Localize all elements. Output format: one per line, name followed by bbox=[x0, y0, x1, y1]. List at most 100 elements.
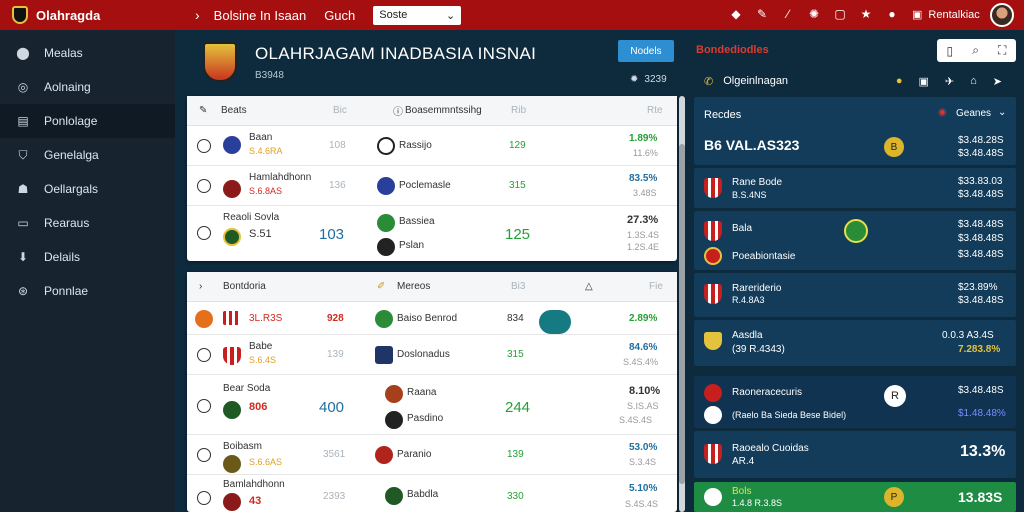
expand-icon[interactable]: ⛶ bbox=[998, 43, 1007, 57]
copy-icon[interactable]: ▯ bbox=[946, 43, 954, 58]
table-row[interactable]: Hamlahdhonn S.6.8AS 136 Poclemasle 315 8… bbox=[187, 166, 677, 206]
pin-icon[interactable]: ✈ bbox=[944, 75, 955, 88]
star-icon[interactable]: ★ bbox=[860, 7, 872, 21]
card-select[interactable]: Geanes bbox=[956, 108, 992, 119]
col-header[interactable]: Bic bbox=[333, 105, 347, 116]
ball-icon bbox=[704, 488, 722, 506]
mid-value: 3561 bbox=[323, 449, 346, 460]
radio-icon[interactable] bbox=[197, 448, 211, 462]
user-menu[interactable]: ▣ Rentalkiac bbox=[912, 8, 980, 22]
send-icon[interactable]: ➤ bbox=[992, 75, 1002, 88]
sidebar-item-2[interactable]: ▤ Ponlolage bbox=[0, 104, 175, 138]
col-header[interactable]: Mereos bbox=[397, 281, 431, 292]
team-name: Poclemasle bbox=[399, 180, 451, 191]
team-crest-icon bbox=[375, 346, 393, 364]
radio-icon[interactable] bbox=[197, 399, 211, 413]
scrollbar[interactable] bbox=[679, 96, 685, 512]
crest-icon[interactable]: ◆ bbox=[731, 7, 741, 21]
table-row[interactable]: Reaoli Sovla S.51 103 Bassiea Pslan 125 … bbox=[187, 206, 677, 261]
player-name: Baan bbox=[249, 132, 273, 143]
radio-icon[interactable] bbox=[197, 226, 211, 240]
table-row[interactable]: Boibasm S.6.6AS 3561 Paranio 139 53.0% S… bbox=[187, 435, 677, 475]
chat-icon[interactable]: ▢ bbox=[834, 7, 846, 21]
chevron-down-icon[interactable]: ⌄ bbox=[998, 107, 1007, 118]
col-header[interactable]: Bi3 bbox=[511, 281, 526, 292]
player-name: Hamlahdhonn bbox=[249, 172, 312, 183]
topbar-select[interactable]: Soste ⌄ bbox=[373, 5, 462, 25]
score-value: 139 bbox=[507, 449, 524, 460]
right-sub-label: Olgeinlnagan bbox=[723, 75, 789, 87]
edit-icon[interactable]: ✎ bbox=[199, 105, 208, 116]
coin-icon[interactable]: ● bbox=[895, 75, 903, 87]
sidebar-item-3[interactable]: ⛉ Genelalga bbox=[0, 138, 175, 172]
col-header[interactable]: Rib bbox=[511, 105, 527, 116]
page-subtitle: B3948 bbox=[255, 70, 284, 81]
table-row[interactable]: Baan S.4.6RA 108 Rassijo 129 1.89% 11.6% bbox=[187, 126, 677, 166]
col-header[interactable]: Rte bbox=[647, 105, 663, 116]
club-crest-icon bbox=[704, 406, 722, 424]
toggle-pill[interactable] bbox=[539, 310, 571, 334]
sidebar-item-5[interactable]: ▭ Rearaus bbox=[0, 206, 175, 240]
col-header[interactable]: Beats bbox=[221, 105, 247, 116]
right-card[interactable]: Rane Bode B.S.4NS $33.83.03 $3.48.48S bbox=[694, 168, 1016, 208]
player-avatar-icon bbox=[223, 455, 241, 473]
breadcrumb-item[interactable]: Bolsine In Isaan bbox=[213, 7, 307, 23]
score-value: 834 bbox=[507, 313, 524, 324]
avatar[interactable] bbox=[990, 3, 1014, 27]
right-card[interactable]: Rareriderio R.4.8A3 $23.89% $3.48.48S bbox=[694, 273, 1016, 317]
sidebar-item-label: Genelalga bbox=[44, 148, 99, 162]
club-logo bbox=[203, 42, 237, 82]
record-icon: ◉ bbox=[938, 107, 947, 118]
club-flag-icon bbox=[704, 221, 722, 241]
card-name: Bala bbox=[732, 223, 753, 234]
right-toolbar: ▯ ⌕ ⛶ bbox=[937, 39, 1016, 62]
team-name: Doslonadus bbox=[397, 349, 450, 360]
sidebar-item-6[interactable]: ⬇ Delails bbox=[0, 240, 175, 274]
news-button[interactable]: Nodels bbox=[618, 40, 674, 62]
square-icon[interactable]: ▣ bbox=[918, 75, 929, 88]
right-card[interactable]: Raoealo Cuoidas AR.4 13.3% bbox=[694, 431, 1016, 478]
radio-icon[interactable] bbox=[197, 491, 211, 505]
table-row[interactable]: Babe S.6.4S 139 Doslonadus 315 84.6% S.4… bbox=[187, 335, 677, 375]
brand[interactable]: Olahragda bbox=[0, 6, 175, 24]
team-name: Baiso Benrod bbox=[397, 313, 458, 324]
right-card[interactable]: Bols 1.4.8 R.3.8S P 13.83S bbox=[694, 482, 1016, 512]
col-header[interactable]: Boasemmntssihg bbox=[405, 105, 482, 116]
sidebar-item-7[interactable]: ⊛ Ponnlae bbox=[0, 274, 175, 308]
sidebar-item-1[interactable]: ◎ Aolnaing bbox=[0, 70, 175, 104]
gear-icon[interactable]: ✺ bbox=[808, 7, 820, 21]
player-name: Bear Soda bbox=[223, 383, 271, 394]
table-row[interactable]: Bear Soda 806 400 Raana Pasdino 244 8.10… bbox=[187, 375, 677, 435]
table-row[interactable]: 3L.R3S 928 Baiso Benrod 834 2.89% bbox=[187, 302, 677, 335]
player-sub: S.6.8AS bbox=[249, 186, 283, 196]
col-header[interactable]: Fie bbox=[649, 281, 663, 292]
right-card[interactable]: Bala Poeabiontasie $3.48.48S $3.48.48S $… bbox=[694, 211, 1016, 270]
card-title: Recdes bbox=[704, 109, 742, 121]
team-crest-icon bbox=[377, 214, 395, 232]
col-header[interactable]: Bontdoria bbox=[223, 281, 266, 292]
radio-icon[interactable] bbox=[197, 348, 211, 362]
edit-icon[interactable]: ✎ bbox=[756, 7, 768, 21]
ball-icon[interactable]: ● bbox=[888, 7, 896, 21]
triangle-icon: △ bbox=[585, 281, 593, 292]
pct-sub: 11.6% bbox=[633, 148, 658, 158]
box-icon: ▭ bbox=[17, 216, 29, 230]
scrollbar-thumb[interactable] bbox=[679, 144, 685, 484]
radio-icon[interactable] bbox=[197, 179, 211, 193]
home-icon[interactable]: ⌂ bbox=[970, 75, 977, 87]
chevron-right-icon[interactable]: › bbox=[195, 7, 200, 23]
right-panel-label: Bondediodles bbox=[696, 44, 769, 56]
sidebar-item-4[interactable]: ☗ Oellargals bbox=[0, 172, 175, 206]
radio-icon[interactable] bbox=[197, 139, 211, 153]
pen-icon[interactable]: ∕ bbox=[786, 7, 789, 21]
search-icon[interactable]: ⌕ bbox=[972, 43, 979, 57]
bug-icon: ✹ bbox=[630, 74, 639, 85]
table-row[interactable]: Bamlahdhonn 43 2393 Babdla 330 5.10% S.4… bbox=[187, 475, 677, 512]
club-crest-icon bbox=[704, 247, 722, 265]
right-card[interactable]: Aasdla (39 R.4343) 0.0.3 A3.4S 7.283.8% bbox=[694, 320, 1016, 366]
card-value: $23.89% bbox=[958, 282, 998, 293]
chevron-right-icon[interactable]: › bbox=[199, 281, 203, 292]
right-card[interactable]: Raoneracecuris (Raelo Ba Sieda Bese Bide… bbox=[694, 376, 1016, 428]
sidebar-item-0[interactable]: ⬤ Mealas bbox=[0, 36, 175, 70]
breadcrumb-item-2[interactable]: Guch bbox=[324, 7, 356, 23]
